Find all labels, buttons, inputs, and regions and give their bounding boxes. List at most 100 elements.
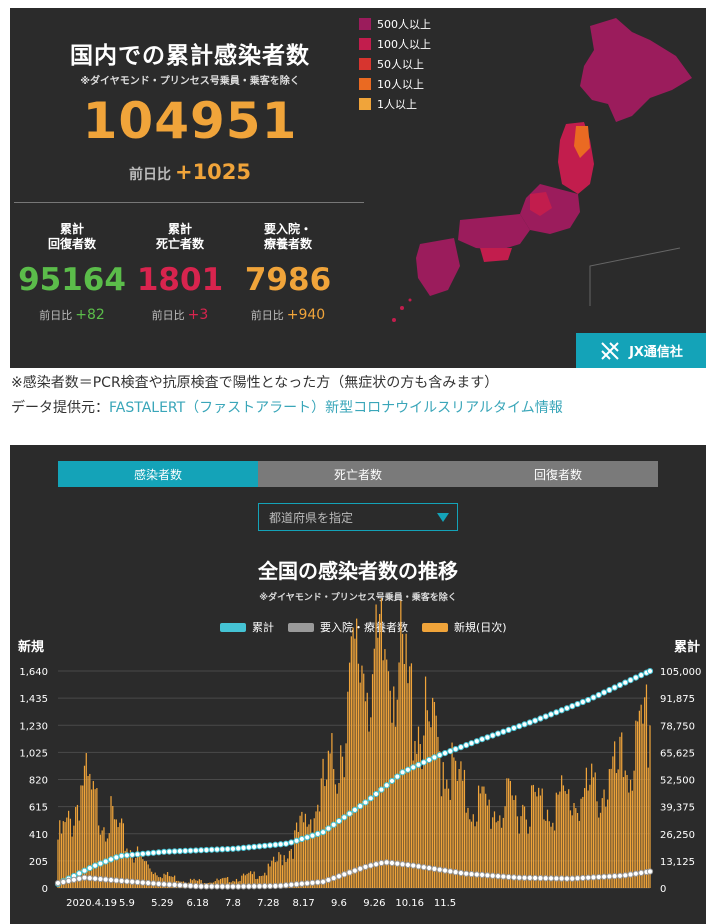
bar — [113, 819, 116, 888]
bar — [440, 796, 443, 888]
x-tick-label: 10.16 — [395, 898, 424, 909]
cumulative-point — [92, 862, 99, 869]
bar — [637, 721, 639, 888]
bar — [426, 710, 428, 888]
bar — [71, 836, 73, 888]
bar — [622, 777, 625, 888]
map-legend: 500人以上 100人以上 50人以上 10人以上 1人以上 — [359, 14, 431, 114]
x-tick-label: 7.28 — [257, 898, 279, 909]
cumulative-point — [532, 717, 539, 724]
bar — [578, 820, 580, 888]
diff-label: 前日比 — [128, 167, 171, 183]
bar — [98, 825, 100, 888]
hospitalized-point — [256, 883, 263, 890]
bar — [617, 769, 619, 888]
chart-legend: 累計 要入院・療養者数 新規(日次) — [220, 619, 521, 635]
chart-title: 全国の感染者数の推移 — [258, 559, 458, 583]
bar — [331, 733, 333, 888]
x-tick-label: 5.29 — [151, 898, 173, 909]
cumulative-point — [542, 713, 549, 720]
cumulative-point — [118, 852, 125, 859]
bar — [96, 788, 98, 888]
bar — [583, 788, 586, 888]
bar — [614, 741, 616, 888]
bar — [580, 798, 582, 888]
right-tick-label: 65,625 — [660, 748, 695, 759]
bar — [85, 753, 87, 888]
hospitalized-point — [547, 875, 555, 882]
bar — [78, 820, 80, 888]
bar — [403, 664, 405, 888]
bar — [246, 873, 248, 888]
cumulative-point — [213, 846, 221, 853]
hospitalized-point — [203, 883, 210, 890]
tab-recovered[interactable]: 回復者数 — [458, 461, 658, 487]
hospitalized-point — [304, 880, 311, 887]
bar — [449, 799, 451, 888]
bar — [477, 785, 480, 888]
summary-subtitle: ※ダイヤモンド・プリンセス号乗員・乗客を除く — [80, 76, 300, 87]
bar — [62, 821, 64, 888]
hospitalized-point — [510, 874, 518, 881]
cumulative-point — [251, 843, 258, 850]
cumulative-point — [187, 847, 194, 854]
legend-item[interactable]: 要入院・療養者数 — [288, 619, 408, 635]
bar — [573, 803, 575, 888]
hospitalized-point — [569, 875, 576, 882]
bar — [244, 875, 246, 888]
cumulative-point — [362, 799, 369, 806]
source-link[interactable]: FASTALERT（ファストアラート）新型コロナウイルスリアルタイム情報 — [109, 400, 563, 416]
bar — [566, 793, 568, 888]
hospitalized-point — [622, 872, 629, 879]
bar — [131, 858, 133, 888]
island — [392, 318, 396, 322]
cumulative-point — [245, 844, 252, 851]
hospitalized-point — [150, 880, 157, 887]
hospitalized-point — [288, 881, 295, 888]
bar — [115, 819, 117, 888]
hospitalized-point — [463, 870, 470, 877]
cumulative-point — [150, 849, 157, 856]
bar — [216, 878, 218, 888]
bar — [456, 780, 458, 888]
bar — [640, 704, 642, 888]
tab-deaths[interactable]: 死亡者数 — [258, 461, 458, 487]
tab-cases[interactable]: 感染者数 — [58, 461, 258, 487]
legend-item[interactable]: 新規(日次) — [422, 619, 507, 635]
legend-item[interactable]: 累計 — [220, 619, 274, 635]
cumulative-point — [346, 810, 353, 817]
iwate-region — [574, 126, 590, 158]
right-tick-label: 0 — [660, 884, 666, 895]
hospitalized-point — [558, 875, 565, 882]
cumulative-point — [229, 845, 237, 852]
hospitalized-point — [187, 882, 194, 889]
bar — [223, 877, 225, 888]
cumulative-point — [102, 858, 109, 865]
bar — [69, 818, 71, 888]
legend-item: 50人以上 — [359, 54, 431, 74]
hospitalized-point — [229, 883, 237, 890]
right-tick-label: 39,375 — [660, 803, 695, 814]
bar — [568, 789, 570, 888]
cumulative-point — [182, 847, 189, 855]
bar — [352, 627, 354, 888]
bar — [87, 775, 89, 888]
right-tick-label: 105,000 — [660, 667, 701, 678]
hospitalized-point — [468, 870, 475, 878]
bar — [101, 830, 103, 888]
bar — [626, 775, 628, 888]
bar — [221, 878, 223, 888]
x-tick-label: 5.9 — [119, 898, 135, 909]
cumulative-point — [585, 696, 592, 704]
bar — [474, 826, 476, 888]
left-tick-label: 1,230 — [19, 721, 48, 732]
okinawa-inset-line — [589, 247, 681, 306]
prefecture-select[interactable]: 都道府県を指定 — [258, 503, 458, 531]
bar — [340, 745, 342, 888]
bar — [219, 878, 222, 888]
cumulative-point — [282, 840, 290, 847]
bar — [561, 775, 563, 888]
bar — [334, 784, 337, 888]
legend-label: 累計 — [252, 621, 274, 634]
bar — [647, 767, 649, 888]
